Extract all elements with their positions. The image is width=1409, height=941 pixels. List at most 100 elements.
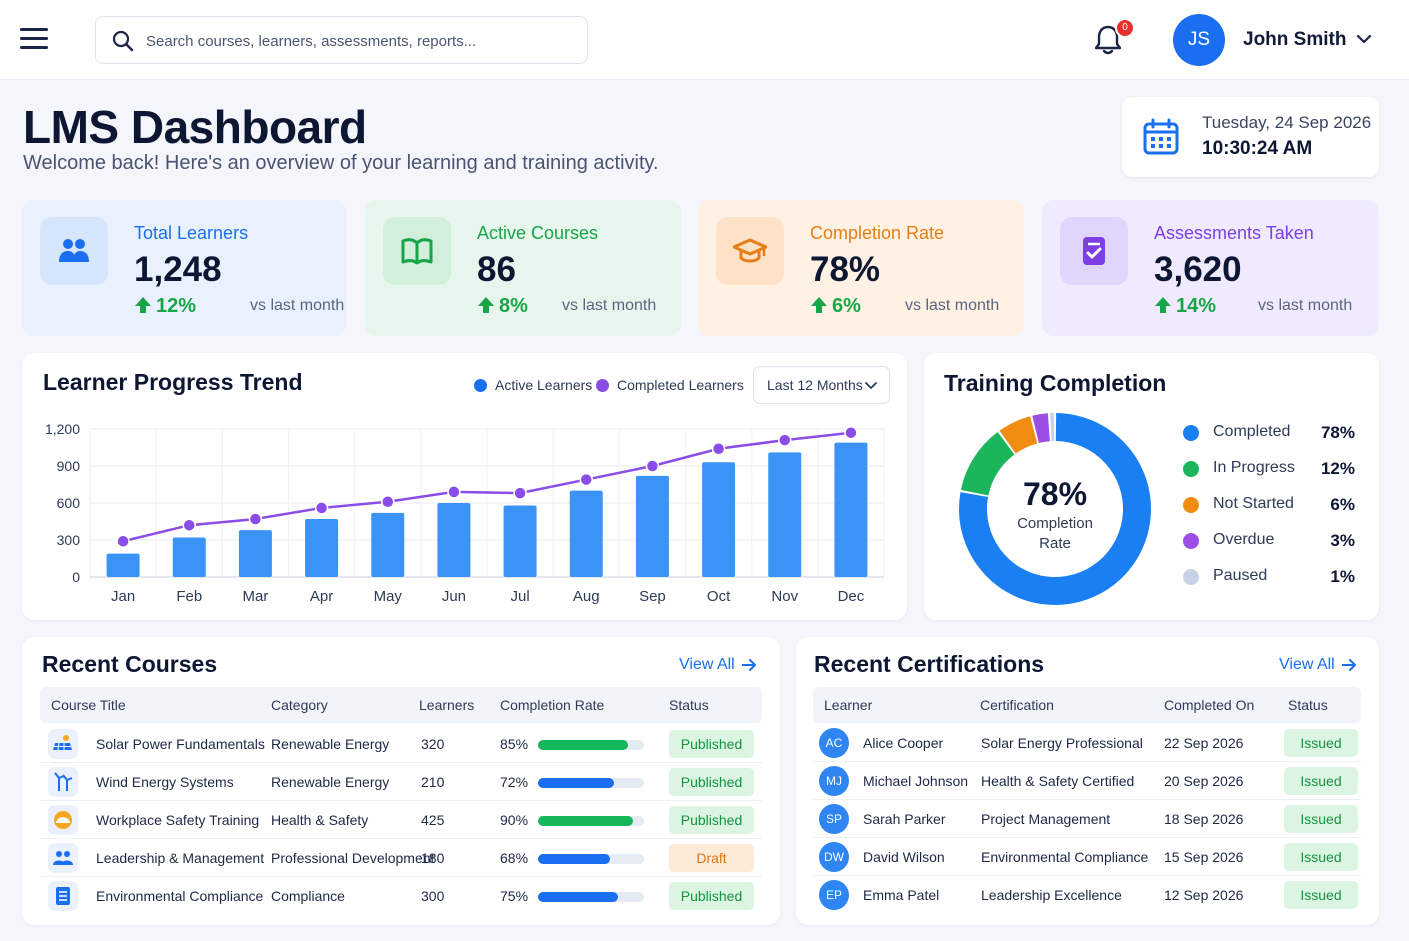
cert-learner[interactable]: Emma Patel [863,887,940,903]
range-select[interactable]: Last 12 Months [753,366,890,404]
certifications-view-all-link[interactable]: View All [1279,656,1357,674]
legend-value: 3% [1330,531,1355,550]
point-completed-learners-sep[interactable] [645,459,660,473]
x-tick-label: Aug [573,588,600,605]
completion-bar [538,778,644,788]
legend-dot [1183,425,1199,441]
table-row[interactable]: Solar Power Fundamentals Renewable Energy… [40,725,762,763]
course-title[interactable]: Solar Power Fundamentals [96,736,265,752]
donut-slice-overdue[interactable] [1032,413,1050,443]
hard-hat-icon [48,805,78,835]
col-learners: Learners [419,697,475,713]
point-completed-learners-apr[interactable] [314,501,329,515]
cert-date: 12 Sep 2026 [1164,887,1244,903]
menu-icon[interactable] [20,28,48,50]
course-category: Health & Safety [271,812,369,828]
course-learners: 210 [421,774,445,790]
bar-active-learners-feb[interactable] [172,537,206,577]
bar-active-learners-dec[interactable] [834,442,868,577]
bar-active-learners-sep[interactable] [635,475,669,577]
point-completed-learners-feb[interactable] [182,518,196,532]
stat-card-active-courses[interactable]: Active Courses 86 8% vs last month [365,200,681,336]
stat-value: 86 [477,250,516,289]
point-completed-learners-nov[interactable] [778,433,792,447]
table-row[interactable]: MJ Michael Johnson Health & Safety Certifi… [813,762,1361,800]
completion-bar-fill [538,854,611,864]
current-time: 10:30:24 AM [1202,138,1313,159]
stat-card-total-learners[interactable]: Total Learners 1,248 12% vs last month [22,200,346,336]
avatar: AC [819,728,849,758]
bar-active-learners-oct[interactable] [702,462,736,577]
stat-card-assessments-taken[interactable]: Assessments Taken 3,620 14% vs last month [1042,200,1379,336]
table-row[interactable]: EP Emma Patel Leadership Excellence 12 Sep … [813,876,1361,914]
stat-value: 3,620 [1154,250,1242,289]
cert-learner[interactable]: Alice Cooper [863,735,944,751]
cert-name: Leadership Excellence [981,887,1122,903]
bar-active-learners-may[interactable] [371,512,405,577]
page-title: LMS Dashboard [23,101,367,153]
avatar: DW [819,842,849,872]
donut-legend-not-started: Not Started 6% [1183,494,1363,516]
bar-active-learners-apr[interactable] [305,519,339,577]
stat-card-completion-rate[interactable]: Completion Rate 78% 6% vs last month [698,200,1024,336]
recent-courses-title: Recent Courses [42,651,218,677]
stat-delta: 6% [810,295,861,318]
recent-courses-panel [22,637,780,925]
point-completed-learners-jun[interactable] [447,485,461,499]
document-list-icon [48,881,78,911]
cert-learner[interactable]: Michael Johnson [863,773,969,789]
search-box[interactable] [95,16,588,64]
donut-center-value: 78% [1023,476,1087,512]
stat-delta: 12% [134,295,196,318]
legend-dot [1183,533,1199,549]
table-row[interactable]: Workplace Safety Training Health & Safety… [40,801,762,839]
course-title[interactable]: Environmental Compliance [96,888,264,904]
cert-learner[interactable]: David Wilson [863,849,945,865]
course-title[interactable]: Wind Energy Systems [96,774,234,790]
chevron-down-icon[interactable] [1356,33,1372,45]
table-row[interactable]: AC Alice Cooper Solar Energy Professional 2… [813,724,1361,762]
legend-value: 6% [1330,495,1355,514]
table-row[interactable]: SP Sarah Parker Project Management 18 Sep 2… [813,800,1361,838]
table-row[interactable]: Environmental Compliance Compliance 300 75%… [40,877,762,915]
table-row[interactable]: DW David Wilson Environmental Compliance 15… [813,838,1361,876]
point-completed-learners-jul[interactable] [513,486,527,500]
course-title[interactable]: Workplace Safety Training [96,812,260,828]
table-row[interactable]: Wind Energy Systems Renewable Energy 210 72… [40,763,762,801]
donut-legend-overdue: Overdue 3% [1183,530,1363,552]
legend-label: Not Started [1213,495,1294,512]
donut-slice-paused[interactable] [1050,413,1055,442]
search-input[interactable] [146,27,566,55]
point-completed-learners-mar[interactable] [248,512,263,526]
bar-active-learners-jul[interactable] [503,505,537,577]
course-title[interactable]: Leadership & Management [96,850,265,866]
team-icon [48,843,78,873]
point-completed-learners-oct[interactable] [711,441,726,456]
point-completed-learners-aug[interactable] [579,472,593,487]
legend-active-learners: Active Learners [474,377,592,393]
legend-dot [1183,461,1199,477]
point-completed-learners-dec[interactable] [844,425,858,440]
donut-slice-in-progress[interactable] [960,432,1015,496]
bell-icon[interactable] [1090,22,1126,58]
course-rate: 68% [500,850,529,866]
avatar[interactable]: JS [1173,14,1225,66]
status-badge: Issued [1284,767,1358,795]
stat-value: 78% [810,250,881,289]
top-bar: 0 JS John Smith [0,0,1409,80]
courses-view-all-link[interactable]: View All [679,656,757,674]
table-row[interactable]: Leadership & Management Professional Deve… [40,839,762,877]
point-completed-learners-jan[interactable] [116,534,130,548]
bar-active-learners-mar[interactable] [238,530,272,577]
bar-active-learners-aug[interactable] [569,490,603,577]
bar-active-learners-jun[interactable] [437,503,471,577]
point-completed-learners-may[interactable] [381,495,395,509]
user-name[interactable]: John Smith [1243,29,1347,50]
donut-slice-not-started[interactable] [999,416,1038,454]
bar-active-learners-jan[interactable] [106,553,140,577]
bar-active-learners-nov[interactable] [768,452,802,577]
arrow-up-icon [478,297,494,313]
donut-legend-paused: Paused 1% [1183,566,1363,588]
cert-learner[interactable]: Sarah Parker [863,811,946,827]
col-status: Status [669,697,709,713]
